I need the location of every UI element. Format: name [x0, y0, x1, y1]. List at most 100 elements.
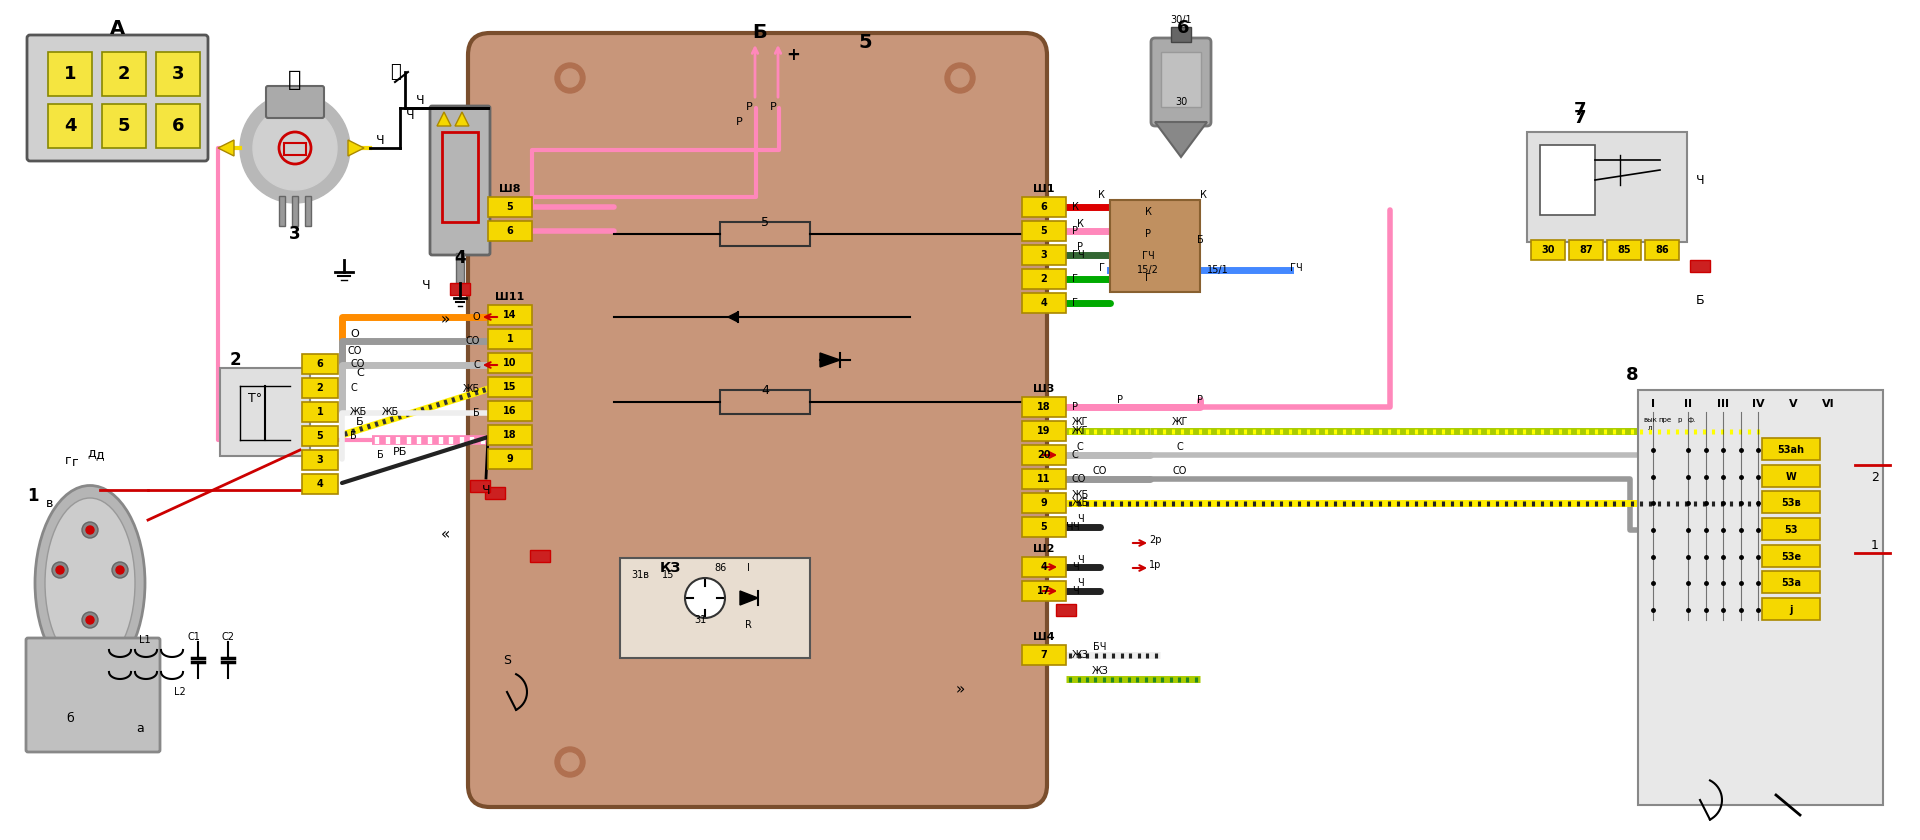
Circle shape: [83, 612, 98, 628]
Text: 30/1: 30/1: [1169, 15, 1192, 25]
Bar: [1763, 518, 1820, 540]
Bar: [1021, 581, 1066, 601]
Bar: [1638, 390, 1884, 805]
Text: 2: 2: [1041, 274, 1048, 284]
Text: 30: 30: [1175, 97, 1187, 107]
Text: Б: Б: [1196, 235, 1204, 245]
Text: »: »: [440, 312, 449, 328]
Bar: [301, 450, 338, 470]
Bar: [1021, 397, 1066, 417]
Text: 87: 87: [1578, 245, 1594, 255]
Text: 1: 1: [63, 65, 77, 83]
Text: С: С: [355, 368, 365, 378]
Bar: [1021, 269, 1066, 289]
Text: Г: Г: [1144, 273, 1150, 283]
Bar: [530, 550, 549, 562]
Bar: [1056, 604, 1075, 616]
Text: Ч: Ч: [1077, 555, 1083, 565]
Circle shape: [240, 93, 349, 203]
Bar: [620, 558, 810, 658]
Text: III: III: [1716, 399, 1730, 409]
Text: +: +: [785, 46, 801, 64]
Bar: [301, 354, 338, 374]
Text: Ш1: Ш1: [1033, 184, 1054, 194]
Bar: [1021, 197, 1066, 217]
Bar: [301, 378, 338, 398]
Bar: [488, 329, 532, 349]
Circle shape: [83, 522, 98, 538]
Text: 53: 53: [1784, 525, 1797, 535]
Text: СО: СО: [1092, 466, 1108, 476]
Text: Ч: Ч: [1071, 586, 1079, 596]
Text: 5: 5: [1041, 522, 1048, 532]
Circle shape: [555, 747, 586, 777]
Text: 16: 16: [503, 406, 516, 416]
Text: ЖБ: ЖБ: [382, 407, 399, 417]
Polygon shape: [739, 591, 758, 605]
Text: Ч: Ч: [1695, 174, 1705, 186]
Text: Ч: Ч: [1071, 522, 1079, 532]
Text: Р: Р: [735, 117, 743, 127]
Text: 15: 15: [662, 570, 674, 580]
Text: ГЧ: ГЧ: [1290, 263, 1304, 273]
Circle shape: [253, 106, 338, 190]
Bar: [156, 104, 200, 148]
Text: 9: 9: [507, 454, 513, 464]
Bar: [488, 353, 532, 373]
Text: Р: Р: [1071, 402, 1077, 412]
Text: 53аh: 53аh: [1778, 445, 1805, 455]
Text: 86: 86: [714, 563, 726, 573]
Text: Ч: Ч: [405, 108, 415, 122]
Text: 8: 8: [1626, 366, 1638, 384]
Bar: [1526, 132, 1688, 242]
Text: 1: 1: [507, 334, 513, 344]
Bar: [1021, 493, 1066, 513]
Text: СО: СО: [1173, 466, 1187, 476]
Bar: [486, 487, 505, 499]
Text: Ч: Ч: [1077, 514, 1083, 524]
Text: 7: 7: [1574, 109, 1586, 127]
Ellipse shape: [44, 498, 134, 668]
Text: 5: 5: [1041, 226, 1048, 236]
Text: 2: 2: [1872, 470, 1880, 484]
Bar: [1021, 421, 1066, 441]
Text: 6: 6: [507, 226, 513, 236]
Text: R: R: [745, 620, 751, 630]
Text: 9: 9: [1041, 498, 1048, 508]
Circle shape: [685, 578, 726, 618]
Bar: [1021, 445, 1066, 465]
Text: I: I: [1651, 399, 1655, 409]
Text: БЧ: БЧ: [1092, 642, 1106, 652]
Text: 18: 18: [503, 430, 516, 440]
Circle shape: [555, 63, 586, 93]
Text: б: б: [65, 711, 73, 725]
Text: Г: Г: [1071, 298, 1077, 308]
Text: 86: 86: [1655, 245, 1668, 255]
Text: Г: Г: [1098, 263, 1106, 273]
Text: Ч: Ч: [422, 279, 430, 291]
Bar: [488, 197, 532, 217]
Bar: [102, 52, 146, 96]
Text: ЖГ: ЖГ: [1071, 417, 1089, 427]
Text: W: W: [1786, 472, 1797, 482]
Circle shape: [950, 69, 970, 87]
Text: Б: Б: [349, 431, 357, 441]
Text: 15/2: 15/2: [1137, 265, 1160, 275]
Text: 6: 6: [1041, 202, 1048, 212]
Text: 18: 18: [1037, 402, 1050, 412]
Bar: [457, 253, 465, 283]
Text: ЖБ: ЖБ: [1071, 498, 1089, 508]
Bar: [442, 132, 478, 222]
Text: 53а: 53а: [1782, 578, 1801, 588]
Polygon shape: [820, 353, 841, 367]
Text: 7: 7: [1041, 650, 1048, 660]
Text: 1: 1: [1872, 538, 1880, 552]
Bar: [1607, 240, 1642, 260]
Bar: [1763, 491, 1820, 513]
Text: С: С: [472, 360, 480, 370]
Text: 6: 6: [317, 359, 323, 369]
Bar: [1021, 245, 1066, 265]
Bar: [292, 196, 298, 226]
Text: »: »: [956, 683, 964, 697]
Text: «: «: [440, 528, 449, 543]
